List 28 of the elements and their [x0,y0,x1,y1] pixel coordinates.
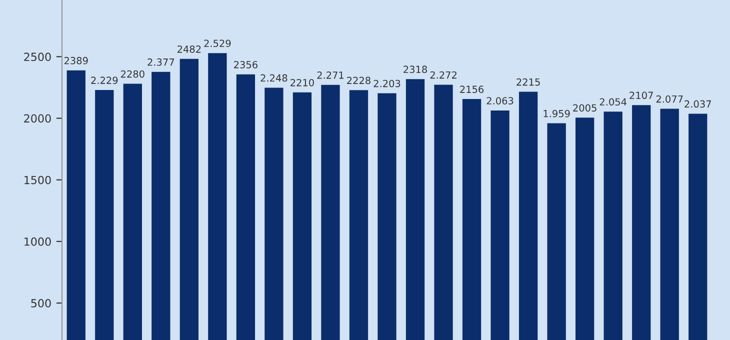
data-label: 2389 [64,56,88,64]
y-tick-label: 2000 [24,114,51,123]
data-label: 2.203 [374,80,400,88]
data-label: 2.529 [204,40,231,48]
data-label: 2318 [404,66,427,74]
data-label: 2.077 [656,95,683,103]
data-label: 2.229 [91,76,118,84]
data-label: 1.959 [544,110,570,118]
y-tick-label: 500 [31,299,51,308]
data-label: 2005 [573,104,596,112]
data-label: 2.037 [684,100,711,108]
data-label: 2107 [630,92,653,100]
y-tick-label: 2500 [24,52,51,62]
data-label: 2.054 [600,98,626,106]
data-label: 2.377 [148,58,174,66]
data-label: 2156 [460,86,484,93]
data-label: 2.272 [430,71,456,79]
data-label: 2280 [120,70,144,78]
data-label: 2210 [290,78,314,86]
y-tick-label: 1000 [24,237,51,246]
data-label: 2.248 [260,74,288,82]
data-label: 2482 [178,45,201,53]
data-label: 2.063 [486,97,514,104]
y-tick-label: 1500 [24,176,51,184]
data-label: 2356 [234,61,258,68]
data-label: 2.271 [317,71,344,79]
data-label: 2215 [516,78,540,86]
data-label: 2228 [347,76,370,84]
